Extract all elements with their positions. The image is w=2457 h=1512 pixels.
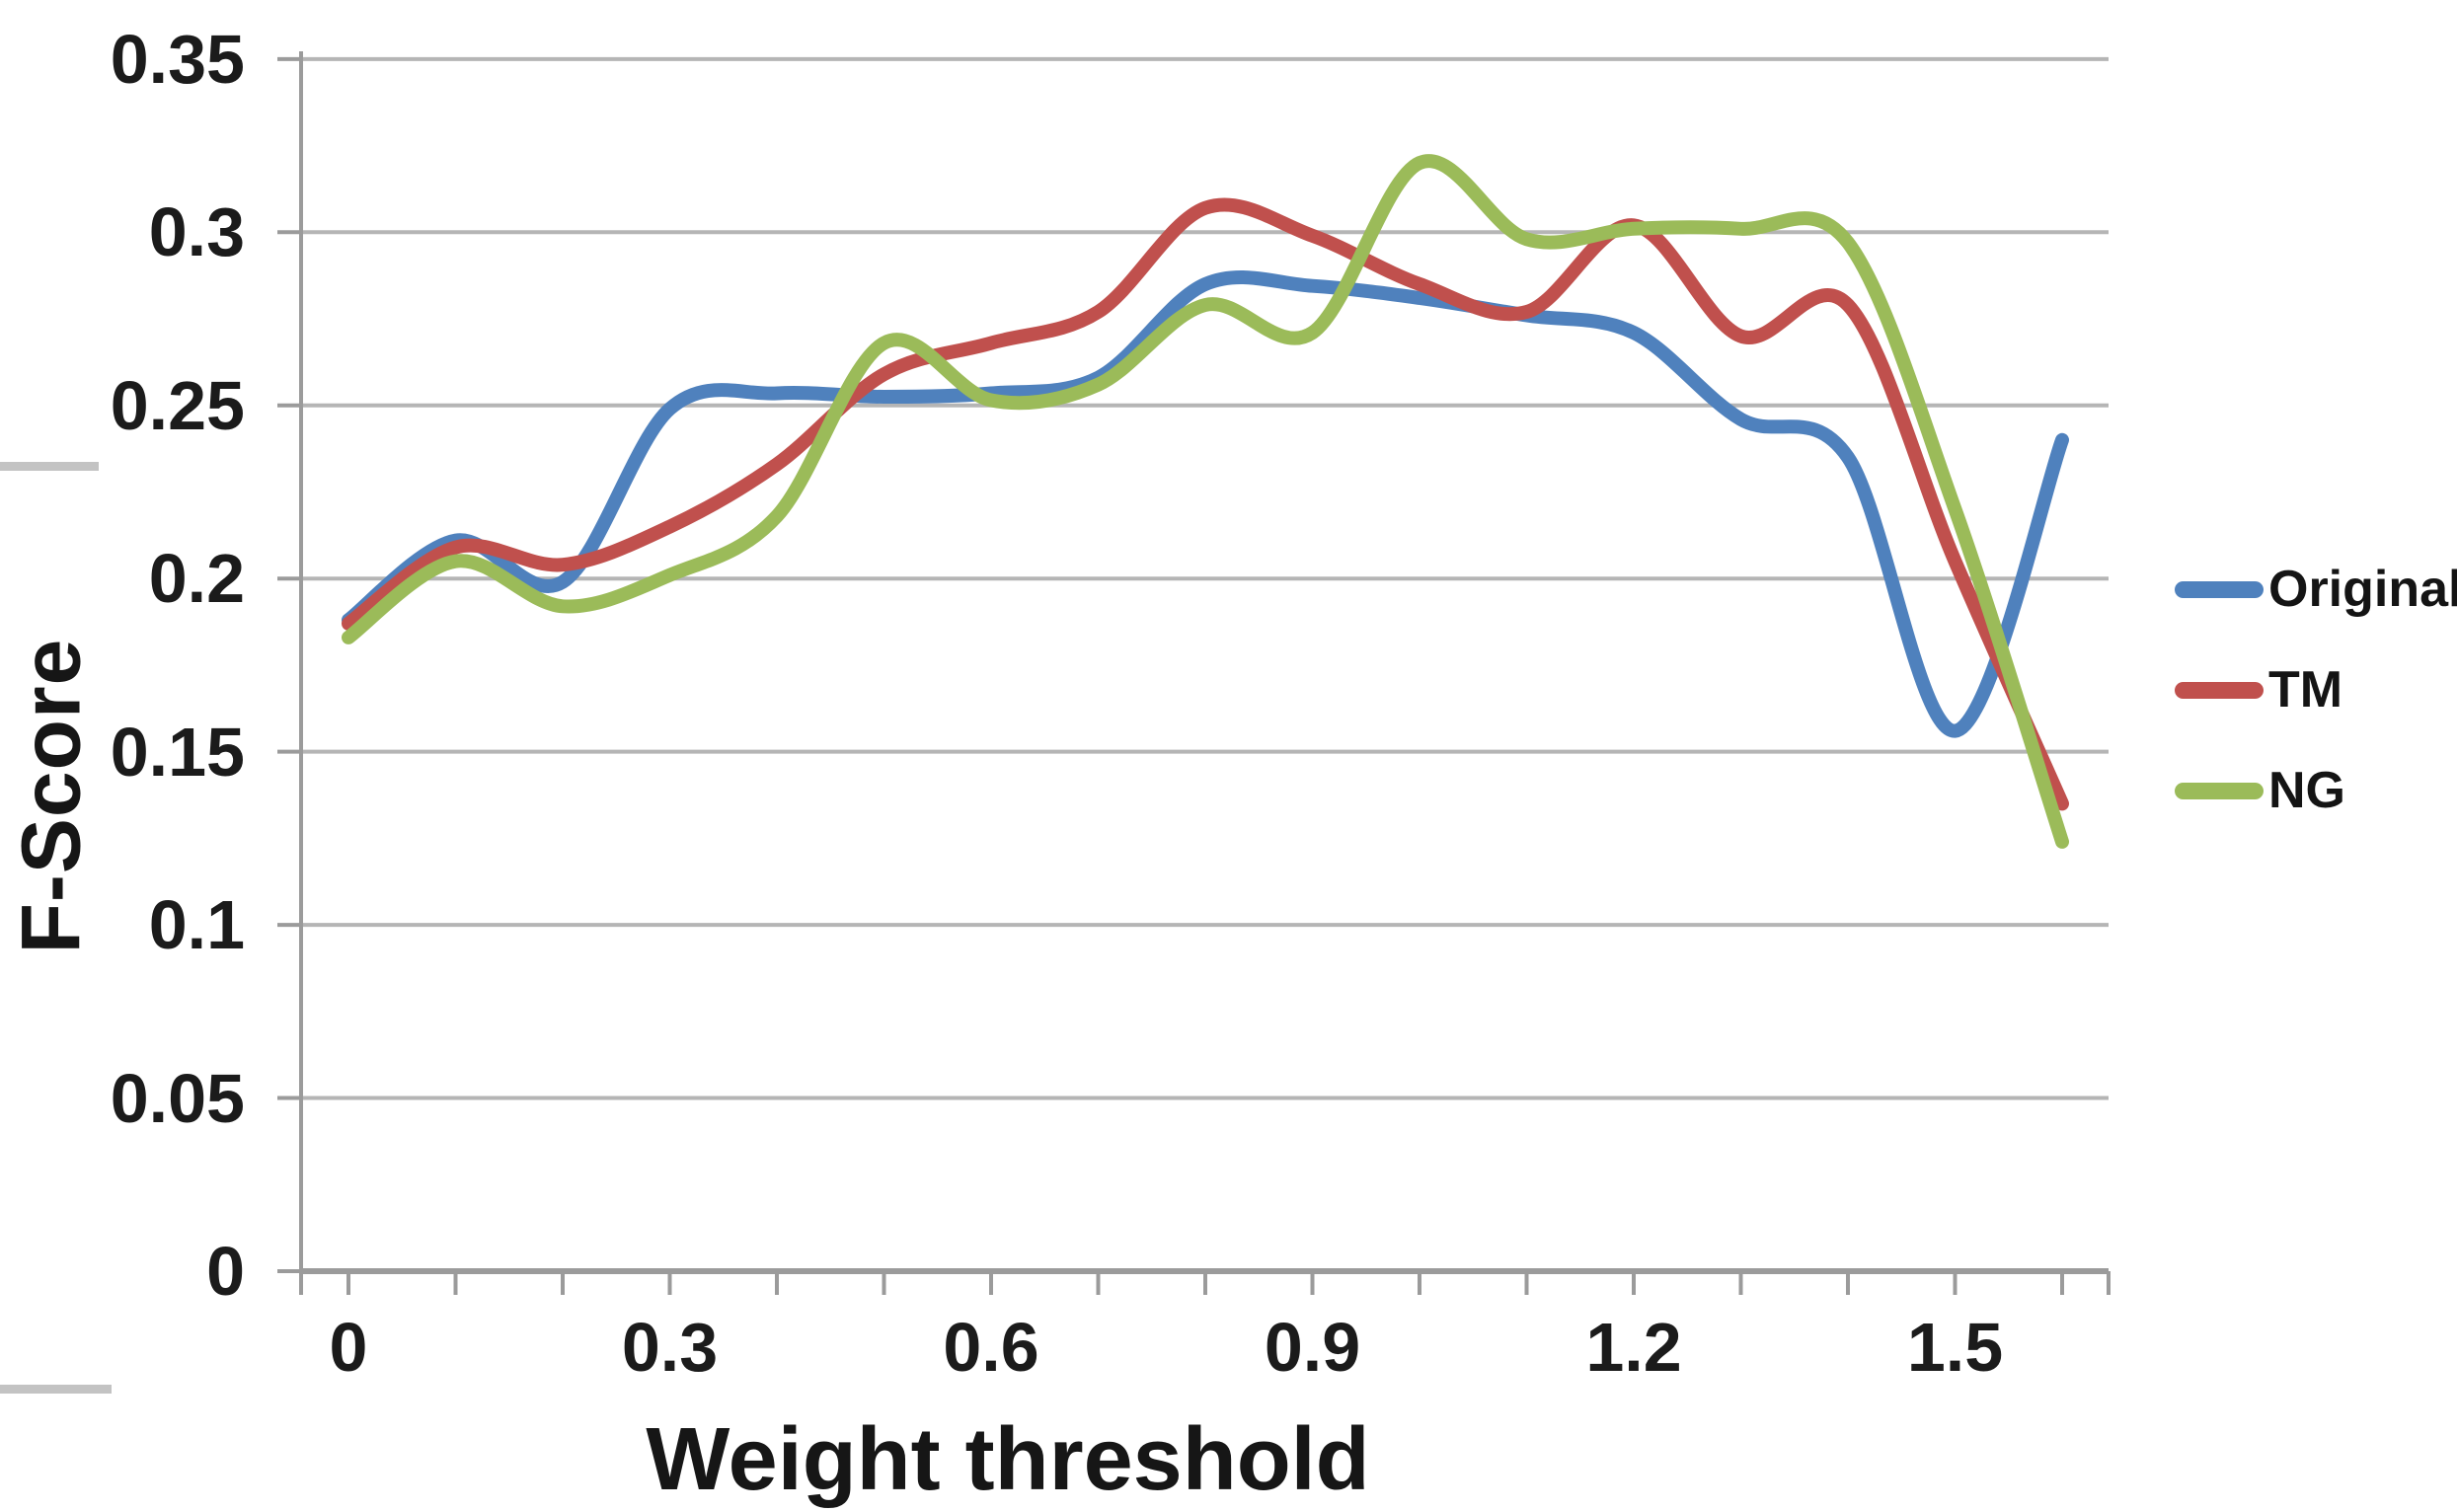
x-axis-tick-label: 0.6	[943, 1309, 1039, 1386]
y-axis-tick-label: 0.1	[148, 886, 245, 964]
scan-artifact-line	[0, 462, 99, 471]
legend-swatch-ng	[2175, 782, 2264, 799]
x-axis-title: Weight threshold	[646, 1410, 1370, 1509]
y-axis-tick-label: 0.15	[110, 713, 245, 791]
scan-artifact-line	[0, 1385, 112, 1394]
y-axis-tick-label: 0.2	[148, 540, 245, 618]
x-axis-tick-label: 0.3	[621, 1309, 719, 1386]
legend-label: TM	[2268, 661, 2343, 718]
y-axis-title: F-Score	[4, 638, 98, 954]
y-axis-tick-label: 0.35	[110, 20, 245, 98]
legend-item-tm: TM	[2175, 659, 2342, 720]
x-axis-tick-label: 1.2	[1585, 1309, 1682, 1386]
legend-label: Original	[2268, 561, 2457, 618]
series-line-ng	[342, 154, 2069, 849]
x-axis-tick-label: 1.5	[1906, 1309, 2004, 1386]
legend-swatch-tm	[2175, 681, 2264, 699]
series-line-tm	[342, 197, 2069, 811]
y-axis-tick-label: 0.05	[110, 1059, 245, 1137]
legend-item-original: Original	[2175, 559, 2457, 620]
x-axis-tick-label: 0	[329, 1309, 368, 1386]
y-axis-tick-label: 0.3	[148, 193, 245, 271]
y-axis-tick-label: 0	[206, 1233, 245, 1310]
legend-item-ng: NG	[2175, 760, 2345, 821]
legend-label: NG	[2268, 762, 2345, 819]
legend-swatch-original	[2175, 580, 2264, 598]
series-line-original	[342, 270, 2069, 738]
x-axis-tick-label: 0.9	[1264, 1309, 1361, 1386]
y-axis-tick-label: 0.25	[110, 366, 245, 444]
